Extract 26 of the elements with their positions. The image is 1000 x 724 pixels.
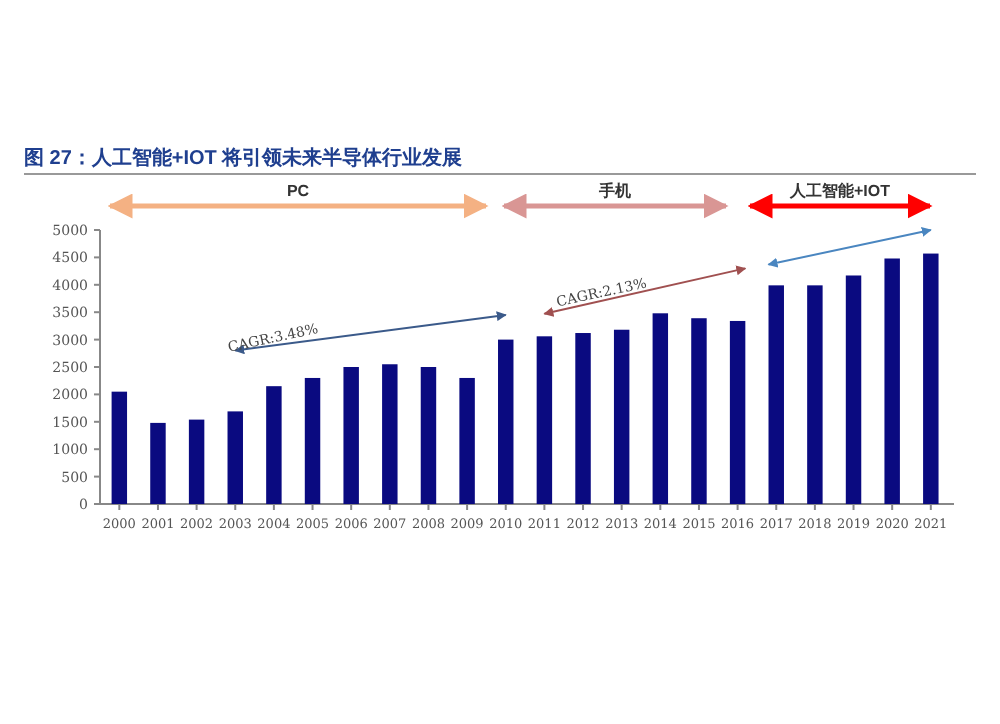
- bar: [923, 253, 939, 504]
- bar: [613, 329, 630, 504]
- text: 手机: [597, 182, 631, 200]
- bar: [150, 422, 166, 504]
- bar: [420, 367, 437, 504]
- bar: [111, 391, 128, 504]
- bar: [536, 336, 553, 504]
- text: 人工智能+IOT: [787, 182, 891, 200]
- bar: [884, 258, 900, 504]
- bar: [575, 333, 591, 504]
- chart-title: 图 27：人工智能+IOT 将引领未来半导体行业发展: [24, 146, 463, 170]
- bar: [498, 339, 514, 504]
- bar: [845, 275, 862, 504]
- bar: [768, 285, 784, 504]
- bar: [188, 419, 205, 504]
- bar: [343, 367, 359, 504]
- bar: [266, 386, 282, 504]
- bar: [382, 364, 398, 504]
- bar: [807, 285, 823, 504]
- text: PC: [286, 182, 310, 200]
- bar: [729, 320, 746, 504]
- bar: [691, 318, 707, 504]
- bar: [304, 377, 321, 504]
- bar: [652, 313, 669, 504]
- bar: [227, 411, 243, 504]
- bar: [459, 377, 475, 504]
